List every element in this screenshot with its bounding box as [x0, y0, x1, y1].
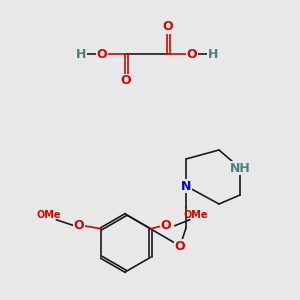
Text: OMe: OMe: [37, 210, 61, 220]
Text: O: O: [121, 74, 131, 88]
Text: H: H: [208, 47, 218, 61]
Text: N: N: [181, 179, 191, 193]
Text: O: O: [187, 47, 197, 61]
Text: O: O: [97, 47, 107, 61]
Text: O: O: [163, 20, 173, 34]
Text: O: O: [175, 239, 185, 253]
Text: OMe: OMe: [183, 210, 208, 220]
Text: O: O: [160, 219, 171, 232]
Text: NH: NH: [230, 161, 250, 175]
Text: O: O: [74, 219, 84, 232]
Text: H: H: [76, 47, 86, 61]
